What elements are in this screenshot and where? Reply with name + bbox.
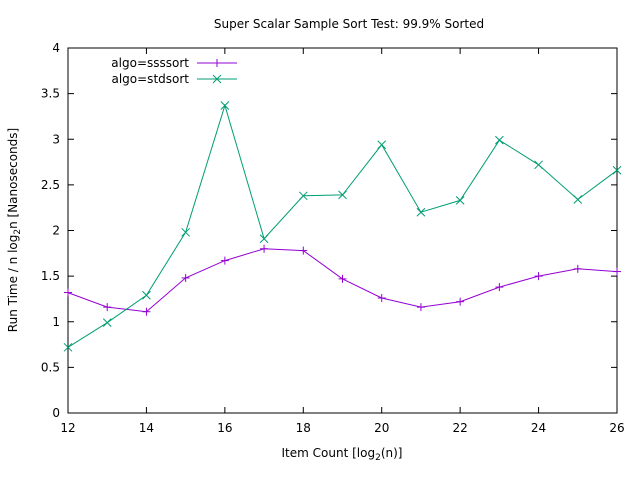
data-point (338, 274, 347, 283)
data-point (142, 307, 151, 316)
data-point (534, 160, 543, 170)
data-point (612, 165, 622, 175)
data-point (534, 272, 543, 281)
legend-item: algo=stdsort (111, 72, 237, 86)
data-point (64, 288, 72, 297)
y-tick-label: 3 (52, 132, 60, 146)
y-axis-title-main: Run Time / n log (6, 235, 20, 333)
x-tick-label: 12 (60, 421, 75, 435)
chart-title: Super Scalar Sample Sort Test: 99.9% Sor… (214, 17, 484, 31)
data-point (103, 303, 112, 312)
data-point (377, 140, 387, 150)
x-axis-title-sub: 2 (375, 453, 381, 463)
x-tick-label: 14 (139, 421, 154, 435)
y-tick-label: 2.5 (41, 178, 60, 192)
legend-label: algo=stdsort (111, 72, 189, 86)
data-point (495, 135, 504, 145)
plot-frame (67, 47, 618, 414)
series-algo-ssssort (64, 244, 621, 316)
series-line (67, 103, 618, 348)
y-tick-label: 0.5 (41, 360, 60, 374)
data-point (220, 256, 229, 265)
data-point (181, 227, 190, 237)
y-axis-title-tail: n [Nanoseconds] (6, 128, 20, 229)
legend-marker (213, 59, 221, 67)
y-axis-title: Run Time / n log2n [Nanoseconds] (6, 128, 23, 332)
data-point (377, 294, 386, 303)
data-point (613, 267, 621, 276)
data-point (142, 290, 151, 300)
y-tick-label: 0 (52, 406, 60, 420)
data-point (495, 283, 504, 292)
y-tick-label: 1.5 (41, 269, 60, 283)
series-algo-stdsort (63, 101, 622, 352)
x-axis: 12 14 16 18 20 22 24 26 (60, 48, 625, 435)
legend-marker (212, 74, 222, 84)
x-axis-title: Item Count [log2(n)] (282, 446, 403, 463)
x-tick-label: 26 (609, 421, 624, 435)
data-point (102, 318, 112, 328)
y-tick-label: 4 (52, 41, 60, 55)
y-tick-label: 2 (52, 224, 60, 238)
data-point (338, 190, 347, 200)
data-point (573, 195, 583, 204)
data-point (299, 246, 308, 255)
data-point (455, 196, 465, 205)
data-point (416, 303, 425, 312)
x-tick-label: 20 (374, 421, 389, 435)
legend-label: algo=ssssort (111, 56, 189, 70)
data-point (456, 297, 465, 306)
y-axis-title-sub: 2 (13, 229, 23, 235)
y-axis: 0 0.5 1 1.5 2 2.5 3 3.5 4 (41, 41, 617, 420)
data-point (573, 264, 582, 273)
data-point (298, 191, 308, 201)
x-tick-label: 18 (296, 421, 311, 435)
x-axis-title-main: Item Count [log (282, 446, 376, 460)
legend: algo=ssssort algo=stdsort (111, 56, 237, 86)
x-tick-label: 22 (453, 421, 468, 435)
data-point (181, 273, 190, 282)
series-layer (63, 101, 622, 352)
x-tick-label: 24 (531, 421, 546, 435)
data-point (260, 244, 269, 253)
y-tick-label: 3.5 (41, 87, 60, 101)
y-tick-label: 1 (52, 315, 60, 329)
data-point (416, 207, 426, 217)
data-point (220, 101, 230, 110)
legend-item: algo=ssssort (111, 56, 237, 70)
x-tick-label: 16 (217, 421, 232, 435)
data-point (63, 342, 73, 352)
x-axis-title-tail: (n)] (381, 446, 403, 460)
data-point (259, 234, 269, 244)
